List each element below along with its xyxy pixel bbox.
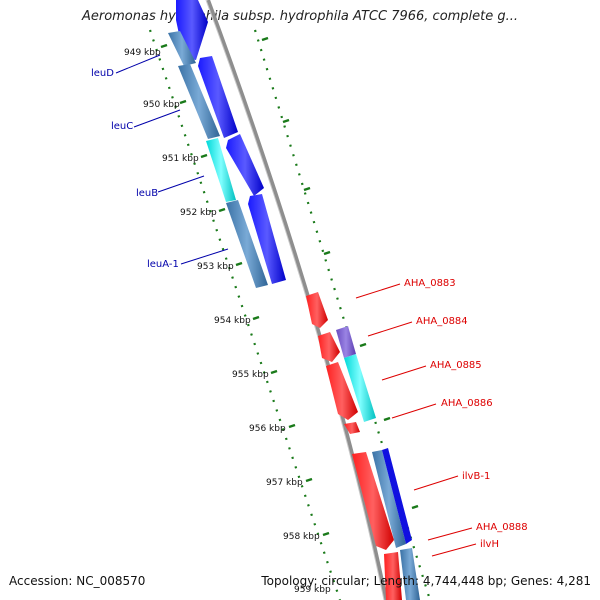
tick-mark (305, 477, 313, 483)
label-leader-AHA_0886 (391, 403, 437, 419)
cds-AHA_0884[interactable] (336, 326, 356, 358)
scale-label: 953 kbp (197, 262, 234, 272)
cds-leuA[interactable] (226, 200, 268, 288)
tick-mark (303, 186, 311, 192)
tick-mark (411, 504, 419, 510)
tick-mark (323, 250, 331, 256)
scale-label: 957 kbp (266, 478, 303, 488)
tick-mark (288, 423, 296, 429)
tick-mark (200, 153, 208, 159)
gene-arrow-leuB[interactable] (226, 134, 264, 196)
tick-mark (235, 261, 243, 267)
label-leader-AHA_0885 (381, 365, 427, 381)
tick-mark (359, 342, 367, 348)
cds-leuB[interactable] (206, 138, 236, 202)
cds-ilvH[interactable] (400, 548, 420, 600)
cds-ilvB[interactable] (372, 450, 406, 548)
scale-label: 950 kbp (143, 100, 180, 110)
scale-label: 956 kbp (249, 424, 286, 434)
gene-label-ilvH[interactable]: ilvH (480, 539, 499, 550)
gene-label-AHA_0888[interactable]: AHA_0888 (476, 522, 528, 533)
gene-label-leuD[interactable]: leuD (91, 68, 114, 79)
cds-leuC[interactable] (178, 64, 220, 139)
label-leader-ilvB (413, 475, 459, 491)
scale-label: 959 kbp (294, 585, 331, 595)
label-leader-leuC (133, 109, 181, 128)
tick-mark (261, 36, 269, 42)
gene-label-AHA_0885[interactable]: AHA_0885 (430, 360, 482, 371)
tick-mark (282, 118, 290, 124)
forward-cds-bars (168, 31, 268, 288)
genome-summary-text: Topology: circular; Length: 4,744,448 bp… (261, 574, 591, 588)
scale-tick-marks (160, 36, 419, 537)
scale-label: 958 kbp (283, 532, 320, 542)
reverse-gene-arrows (306, 292, 402, 600)
gene-arrow-leuA[interactable] (248, 194, 286, 284)
tick-mark (383, 416, 391, 422)
gene-label-ilvB-1[interactable]: ilvB-1 (462, 471, 490, 482)
scale-label: 955 kbp (232, 370, 269, 380)
gene-arrow-leuC[interactable] (198, 56, 238, 138)
reverse-gene-labels: AHA_0883 AHA_0884 AHA_0885 AHA_0886 ilvB… (355, 278, 528, 557)
tick-mark (160, 43, 168, 49)
tick-mark (218, 207, 226, 213)
tick-mark (322, 531, 330, 537)
label-leader-AHA_0883 (355, 283, 401, 299)
gene-label-AHA_0884[interactable]: AHA_0884 (416, 316, 468, 327)
cds-leuD[interactable] (168, 31, 196, 66)
label-leader-leuB (157, 175, 205, 193)
label-leader-ilvH (431, 543, 477, 557)
gene-arrow-AHA_0883[interactable] (306, 292, 328, 328)
gene-arrow-ilvB[interactable] (352, 452, 394, 550)
scale-label: 949 kbp (124, 48, 161, 58)
inner-tick-ring (148, 29, 342, 600)
genome-backbone-highlight (205, 0, 385, 600)
gene-label-AHA_0886[interactable]: AHA_0886 (441, 398, 493, 409)
forward-gene-labels: leuD leuC leuB leuA-1 (91, 54, 229, 270)
label-leader-leuA (180, 248, 229, 265)
cds-ilvB-blue[interactable] (382, 448, 412, 544)
gene-arrow-AHA_0886[interactable] (344, 422, 360, 434)
scale-label: 951 kbp (162, 154, 199, 164)
forward-gene-arrows (176, 0, 286, 284)
tick-mark (252, 315, 260, 321)
gene-label-leuC[interactable]: leuC (111, 121, 133, 132)
gene-arrow-AHA_0884[interactable] (318, 332, 340, 362)
label-leader-AHA_0884 (367, 321, 413, 337)
tick-mark (179, 99, 187, 105)
scale-label: 952 kbp (180, 208, 217, 218)
label-leader-AHA_0888 (427, 527, 473, 541)
scale-label: 954 kbp (214, 316, 251, 326)
accession-text: Accession: NC_008570 (9, 574, 146, 588)
gene-arrow-ilvH[interactable] (384, 552, 402, 600)
gene-arrow-AHA_0885[interactable] (326, 362, 358, 420)
reverse-cds-bars (336, 326, 420, 600)
cds-AHA_0885[interactable] (344, 354, 376, 422)
tick-mark (270, 369, 278, 375)
genome-backbone (206, 0, 388, 600)
scale-labels: 949 kbp 950 kbp 951 kbp 952 kbp 953 kbp … (124, 48, 331, 595)
label-leader-leuD (115, 54, 161, 74)
gene-label-leuA-1[interactable]: leuA-1 (147, 259, 179, 270)
gene-label-leuB[interactable]: leuB (136, 188, 158, 199)
gene-label-AHA_0883[interactable]: AHA_0883 (404, 278, 456, 289)
